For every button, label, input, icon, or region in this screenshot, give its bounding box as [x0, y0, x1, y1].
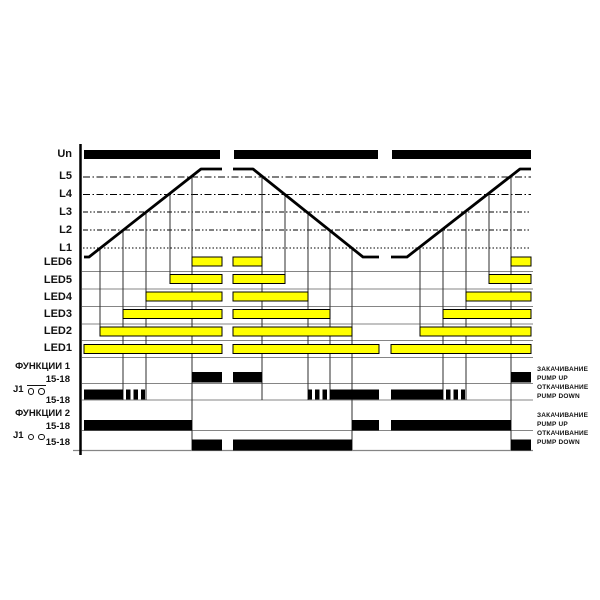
function1-output2-label: 15-18 — [45, 395, 70, 406]
pump-down-ru-label-1: ОТКАЧИВАНИЕ — [537, 384, 589, 391]
jumper2: J1 — [13, 431, 46, 441]
function1-output1-label: 15-18 — [45, 374, 70, 385]
jumper1-closed-icon — [26, 385, 46, 395]
led-label-led3: LED3 — [43, 308, 72, 320]
pump-up-en-label-2: PUMP UP — [537, 421, 568, 428]
jumper1: J1 — [13, 385, 46, 395]
un-label: Un — [57, 148, 72, 160]
led-label-led2: LED2 — [43, 325, 72, 337]
pump-down-en-label-1: PUMP DOWN — [537, 393, 580, 400]
function2-output1-label: 15-18 — [45, 421, 70, 432]
pump-down-en-label-2: PUMP DOWN — [537, 439, 580, 446]
pump-up-en-label-1: PUMP UP — [537, 375, 568, 382]
jumper2-open-icon — [27, 432, 46, 440]
function2-title: ФУНКЦИИ 2 — [15, 408, 70, 419]
pump-up-ru-label-2: ЗАКАЧИВАНИЕ — [537, 412, 589, 419]
jumper2-label: J1 — [13, 430, 24, 441]
function2-output2-label: 15-18 — [45, 437, 70, 448]
pump-up-ru-label-1: ЗАКАЧИВАНИЕ — [537, 366, 589, 373]
level-label-l2: L2 — [59, 224, 72, 236]
led-label-led1: LED1 — [43, 342, 72, 354]
function1-title: ФУНКЦИИ 1 — [15, 361, 70, 372]
level-label-l4: L4 — [59, 188, 72, 200]
level-label-l1: L1 — [59, 242, 72, 254]
level-label-l3: L3 — [59, 206, 72, 218]
led-label-led4: LED4 — [43, 291, 72, 303]
led-label-led6: LED6 — [43, 256, 72, 268]
led-label-led5: LED5 — [43, 274, 72, 286]
level-label-l5: L5 — [59, 170, 72, 182]
jumper1-label: J1 — [13, 384, 24, 395]
pump-down-ru-label-2: ОТКАЧИВАНИЕ — [537, 430, 589, 437]
